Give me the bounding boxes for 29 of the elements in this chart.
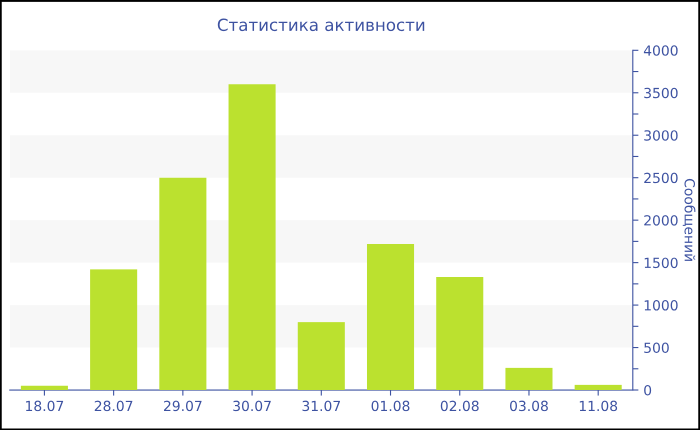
x-tick-label: 30.07 [233,400,271,412]
bar [159,178,206,390]
bar [20,386,68,390]
y-tick-label: 500 [644,342,669,354]
x-tick-label: 28.07 [94,400,132,412]
x-tick-label: 02.08 [440,400,479,412]
bar [436,277,484,390]
chart-title: Статистика активности [218,18,424,32]
bar [228,84,276,390]
y-tick-label: 2000 [644,215,678,226]
x-tick-label: 18.07 [26,400,64,412]
bar [505,368,552,390]
x-tick-label: 01.08 [372,400,410,412]
x-tick-label: 03.08 [510,400,548,412]
bar [298,322,345,390]
y-tick-label: 1000 [644,300,678,311]
bar [366,244,414,390]
y-tick-label: 0 [644,384,652,396]
y-tick-label: 4000 [644,45,678,56]
y-tick-label: 3500 [644,88,678,98]
y-axis-title: Сообщений [682,178,696,261]
bar [90,269,138,390]
bar [574,384,622,390]
y-tick-label: 3000 [644,130,678,141]
x-tick-label: 29.07 [164,400,202,412]
x-tick-label: 31.07 [302,400,340,412]
y-tick-label: 1500 [644,258,678,268]
y-tick-label: 2500 [644,172,678,184]
x-tick-label: 11.08 [580,400,618,412]
